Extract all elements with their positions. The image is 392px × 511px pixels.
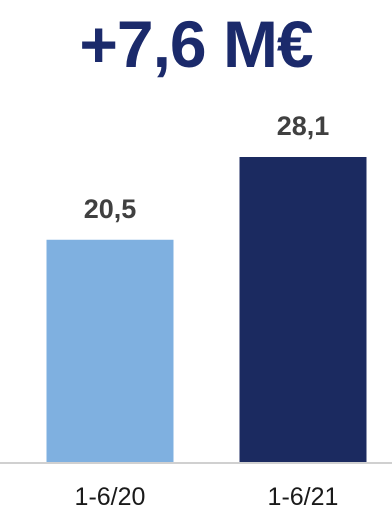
- value-labels-group: 20,5 28,1: [84, 111, 330, 224]
- x-tick-label-1-6/20: 1-6/20: [75, 483, 146, 511]
- value-label-1-6/20: 20,5: [84, 194, 137, 224]
- bar-1-6/20: [46, 239, 174, 463]
- x-tick-label-1-6/21: 1-6/21: [268, 483, 339, 511]
- value-label-1-6/21: 28,1: [277, 111, 330, 141]
- headline-delta: +7,6 M€: [79, 7, 313, 81]
- tick-labels-group: 1-6/20 1-6/21: [75, 483, 339, 511]
- bar-1-6/21: [239, 157, 367, 463]
- bars-group: [46, 157, 367, 463]
